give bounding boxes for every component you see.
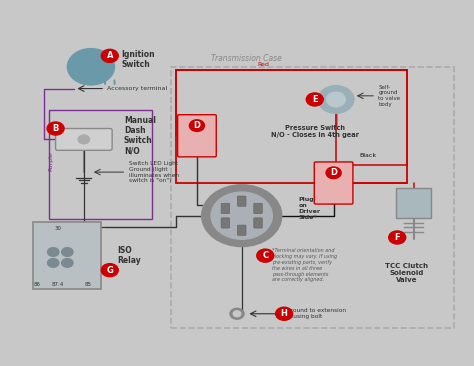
Text: Valvebody
Harness: Valvebody Harness [316, 183, 351, 194]
Text: C: C [262, 251, 268, 260]
Text: Accessory terminal: Accessory terminal [108, 86, 167, 91]
Text: Transmission Case: Transmission Case [211, 54, 282, 63]
Text: Ignition
Switch: Ignition Switch [121, 50, 155, 69]
FancyBboxPatch shape [254, 218, 262, 228]
FancyBboxPatch shape [221, 203, 229, 213]
Ellipse shape [67, 49, 115, 85]
FancyBboxPatch shape [55, 128, 112, 150]
Circle shape [47, 248, 59, 256]
FancyBboxPatch shape [396, 188, 431, 218]
Circle shape [201, 185, 282, 247]
Text: 30: 30 [55, 226, 62, 231]
Text: TCC Clutch
Solenoid
Valve: TCC Clutch Solenoid Valve [385, 263, 428, 283]
Text: *Terminal orientation and
clocking may vary. If using
pre-existing parts, verify: *Terminal orientation and clocking may v… [273, 249, 337, 283]
Text: Ground to extension
housing bolt: Ground to extension housing bolt [286, 309, 346, 319]
Text: 86: 86 [33, 282, 40, 287]
Circle shape [101, 264, 118, 277]
Text: Black: Black [359, 153, 377, 158]
Circle shape [62, 248, 73, 256]
Text: Switch LED Light
Ground (light
illuminates when
switch is "on"): Switch LED Light Ground (light illuminat… [128, 161, 179, 183]
Text: 87.4: 87.4 [52, 282, 64, 287]
Text: Pressure Switch
N/O - Closes in 4th gear: Pressure Switch N/O - Closes in 4th gear [271, 125, 359, 138]
FancyBboxPatch shape [237, 225, 246, 235]
Circle shape [327, 92, 346, 107]
Circle shape [62, 258, 73, 267]
Text: A: A [107, 51, 113, 60]
FancyBboxPatch shape [314, 162, 353, 204]
Circle shape [389, 231, 406, 244]
Text: Red: Red [257, 62, 269, 67]
Circle shape [257, 249, 274, 262]
Text: 85: 85 [85, 282, 92, 287]
Circle shape [47, 258, 59, 267]
Text: Manual
Dash
Switch
N/O: Manual Dash Switch N/O [124, 116, 156, 156]
Text: D: D [193, 121, 201, 130]
Text: D: D [330, 168, 337, 178]
Text: B: B [53, 124, 59, 133]
FancyBboxPatch shape [178, 115, 216, 157]
FancyBboxPatch shape [237, 196, 246, 206]
Circle shape [101, 49, 118, 63]
Text: F: F [394, 233, 400, 242]
Circle shape [276, 307, 292, 320]
Circle shape [306, 93, 323, 106]
Circle shape [233, 311, 241, 317]
Circle shape [230, 308, 244, 319]
Text: Plug
on
Driver
Side*: Plug on Driver Side* [298, 197, 320, 220]
Text: Valvebody
Harness: Valvebody Harness [180, 136, 214, 147]
Text: E: E [312, 95, 318, 104]
FancyBboxPatch shape [254, 203, 262, 213]
Text: Self-
ground
to valve
body: Self- ground to valve body [378, 85, 401, 107]
Text: Purple: Purple [48, 151, 54, 171]
Text: ISO
Relay: ISO Relay [117, 246, 141, 265]
Circle shape [326, 167, 341, 179]
Circle shape [47, 122, 64, 135]
Text: G: G [106, 266, 113, 274]
FancyBboxPatch shape [221, 218, 229, 228]
Circle shape [211, 192, 273, 239]
Text: H: H [281, 309, 288, 318]
FancyBboxPatch shape [34, 222, 101, 289]
Circle shape [78, 135, 90, 144]
Circle shape [190, 120, 204, 131]
Circle shape [318, 86, 354, 113]
